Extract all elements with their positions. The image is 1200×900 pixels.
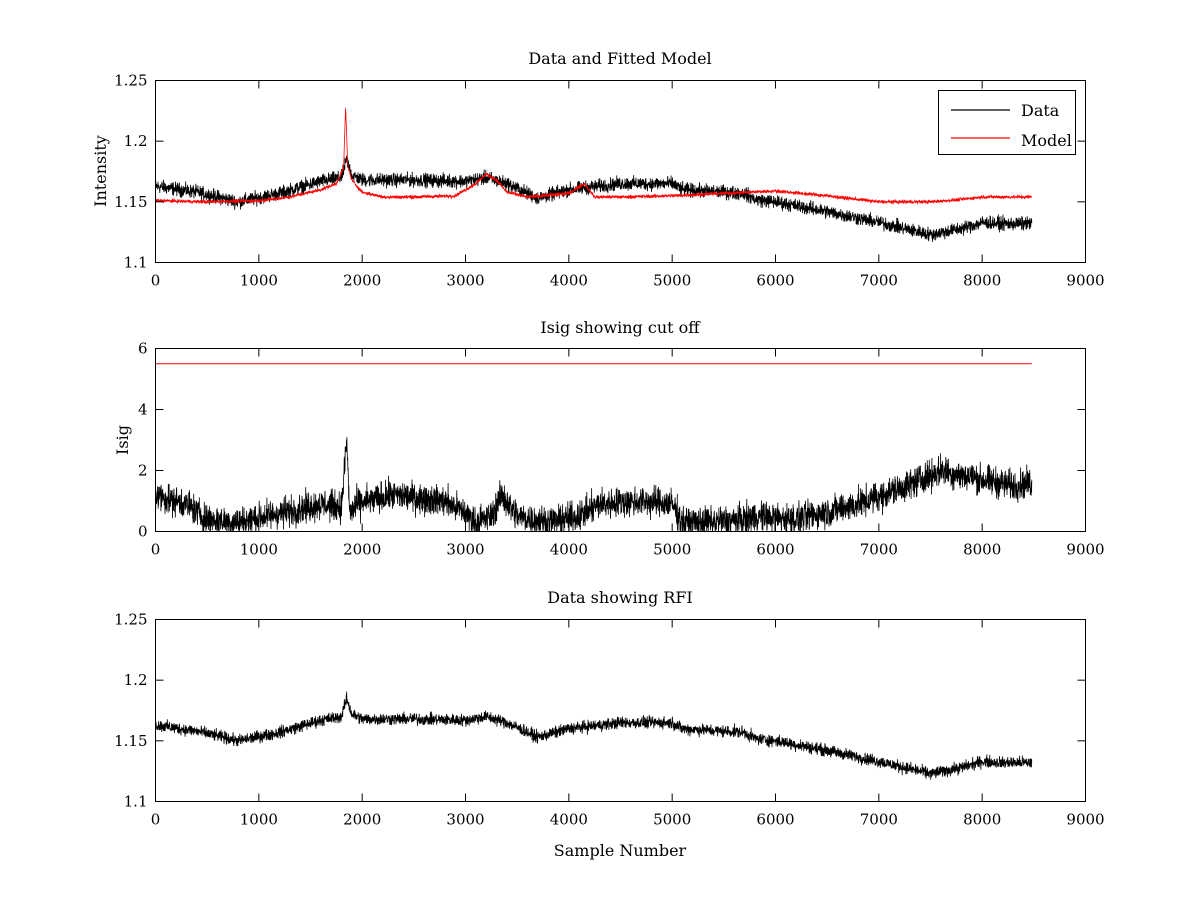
series-line-data bbox=[155, 155, 1033, 242]
plot-frame bbox=[155, 348, 1086, 532]
series-line-1 bbox=[155, 437, 1033, 533]
x-tick-label: 0 bbox=[151, 541, 161, 559]
x-tick-label: 1000 bbox=[240, 541, 278, 559]
x-tick-label: 3000 bbox=[446, 272, 484, 290]
x-tick-label: 1000 bbox=[240, 272, 278, 290]
x-tick-label: 4000 bbox=[550, 541, 588, 559]
x-tick-label: 9000 bbox=[1066, 272, 1104, 290]
x-axis-label: Sample Number bbox=[554, 841, 687, 860]
x-tick-label: 1000 bbox=[240, 811, 278, 829]
x-tick-label: 2000 bbox=[343, 541, 381, 559]
chart-title: Data showing RFI bbox=[547, 588, 692, 607]
x-tick-label: 2000 bbox=[343, 272, 381, 290]
x-tick-label: 6000 bbox=[756, 541, 794, 559]
y-tick-label: 1.1 bbox=[124, 793, 148, 811]
x-tick-label: 4000 bbox=[550, 272, 588, 290]
y-axis-label: Isig bbox=[113, 425, 132, 455]
y-tick-label: 1.15 bbox=[114, 732, 147, 750]
x-tick-label: 8000 bbox=[963, 272, 1001, 290]
x-tick-label: 5000 bbox=[653, 541, 691, 559]
panel-isig: Isig showing cut off Isig 0 1000 2000 3000 4… bbox=[113, 318, 1105, 559]
x-tick-label: 9000 bbox=[1066, 541, 1104, 559]
chart-title: Data and Fitted Model bbox=[528, 49, 711, 68]
x-tick-label: 9000 bbox=[1066, 811, 1104, 829]
x-tick-label: 8000 bbox=[963, 541, 1001, 559]
y-tick-label: 1.25 bbox=[114, 72, 147, 90]
x-tick-label: 3000 bbox=[446, 541, 484, 559]
chart-title: Isig showing cut off bbox=[540, 318, 701, 337]
y-tick-label: 2 bbox=[138, 462, 148, 480]
panel-rfi: Data showing RFI 0 1000 2000 3000 4000 5000 60… bbox=[114, 588, 1105, 860]
y-tick-label: 6 bbox=[138, 340, 148, 358]
plot-frame bbox=[155, 80, 1086, 263]
x-tick-label: 7000 bbox=[860, 272, 898, 290]
plot-frame bbox=[155, 619, 1086, 802]
legend: Data Model bbox=[938, 90, 1076, 155]
x-tick-label: 8000 bbox=[963, 811, 1001, 829]
y-tick-label: 1.1 bbox=[124, 254, 148, 272]
panel-data-and-model: Data and Fitted Model Intensity 0 1000 200… bbox=[91, 49, 1105, 290]
y-tick-label: 1.25 bbox=[114, 611, 147, 629]
y-tick-label: 4 bbox=[138, 401, 148, 419]
x-tick-label: 2000 bbox=[343, 811, 381, 829]
series-line-model bbox=[155, 108, 1033, 205]
x-tick-label: 4000 bbox=[550, 811, 588, 829]
y-tick-label: 1.15 bbox=[114, 193, 147, 211]
y-tick-label: 1.2 bbox=[124, 671, 148, 689]
legend-label-data: Data bbox=[1021, 101, 1060, 120]
series-line-0 bbox=[155, 691, 1033, 780]
x-tick-label: 6000 bbox=[756, 272, 794, 290]
y-tick-label: 0 bbox=[138, 523, 148, 541]
y-tick-label: 1.2 bbox=[124, 132, 148, 150]
x-tick-label: 0 bbox=[151, 272, 161, 290]
y-axis-label: Intensity bbox=[91, 135, 110, 207]
legend-label-model: Model bbox=[1021, 131, 1072, 150]
x-tick-label: 3000 bbox=[446, 811, 484, 829]
legend-box bbox=[938, 90, 1076, 155]
x-tick-label: 6000 bbox=[756, 811, 794, 829]
x-tick-label: 5000 bbox=[653, 272, 691, 290]
x-tick-label: 5000 bbox=[653, 811, 691, 829]
x-tick-label: 7000 bbox=[860, 541, 898, 559]
x-tick-label: 0 bbox=[151, 811, 161, 829]
x-tick-label: 7000 bbox=[860, 811, 898, 829]
